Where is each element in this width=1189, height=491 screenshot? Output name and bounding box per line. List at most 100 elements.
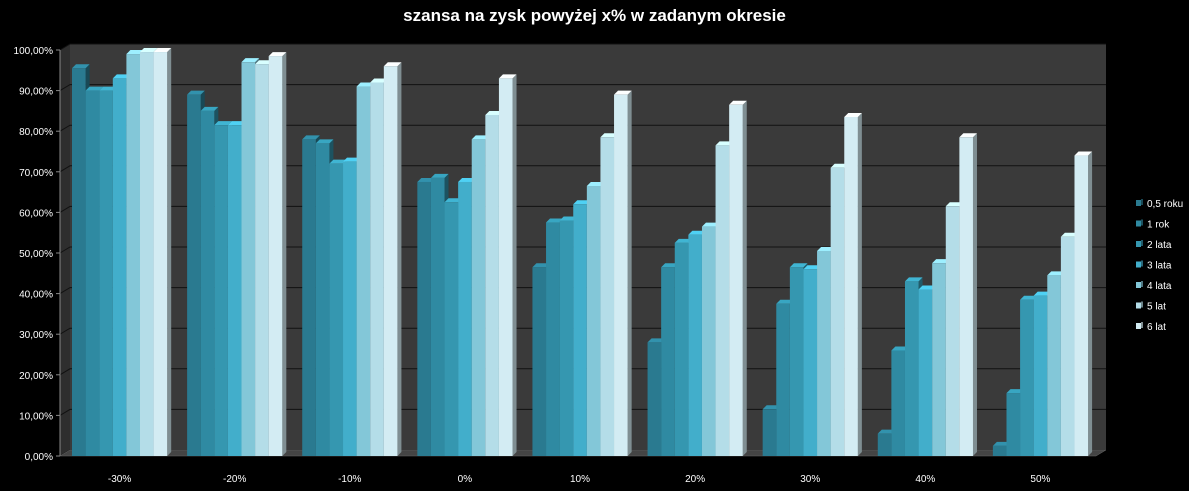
bar-top: [959, 133, 977, 138]
bar-top: [573, 200, 591, 205]
legend-swatch-side: [1141, 260, 1143, 267]
x-tick-label: 50%: [1030, 474, 1050, 485]
gridline: [59, 124, 1106, 132]
chart-gridlines: [59, 43, 1106, 457]
legend-swatch-side: [1141, 322, 1143, 328]
bar-top: [877, 429, 896, 434]
bar-front: [140, 52, 154, 456]
gridline: [59, 246, 1106, 254]
legend-swatch: [1136, 302, 1141, 309]
bar-side: [1088, 151, 1093, 456]
bar-top: [99, 86, 117, 91]
bar-top: [600, 133, 619, 138]
bar-top: [485, 110, 503, 115]
bar-front: [1033, 295, 1048, 456]
legend-swatch-side: [1141, 301, 1143, 308]
legend-label: 0,5 roku: [1147, 199, 1183, 210]
bar-top: [762, 405, 781, 410]
bar-front: [803, 269, 818, 456]
bar-front: [430, 177, 445, 456]
y-tick-label: 20,00%: [19, 371, 53, 382]
legend-label: 4 lata: [1147, 281, 1172, 292]
bar-top: [200, 106, 219, 111]
bar-top: [1033, 291, 1052, 296]
bar-front: [647, 342, 662, 456]
legend-item: 4 lata: [1136, 281, 1172, 292]
chart-bars: [72, 48, 1093, 457]
gridline: [59, 368, 1106, 376]
y-axis-ticks: 0,00% 10,00% 20,00% 30,00% 40,00% 50,00% 60,00…: [14, 46, 61, 463]
bar-top: [817, 246, 835, 251]
bar-front: [200, 110, 215, 457]
legend-swatch: [1136, 282, 1141, 288]
bar-top: [546, 218, 564, 223]
bar-top: [268, 52, 287, 57]
bar-top: [992, 441, 1011, 446]
bar-side: [742, 100, 747, 456]
bar-top: [1047, 271, 1065, 276]
bar-side: [512, 74, 517, 457]
bar-front: [1020, 299, 1034, 456]
bar-top: [112, 74, 131, 79]
bar-top: [1006, 389, 1025, 394]
bar-front: [268, 56, 283, 457]
bar-front: [600, 137, 615, 457]
legend-swatch: [1136, 220, 1141, 227]
legend-item: 3 lata: [1136, 260, 1172, 272]
bar-top: [844, 112, 862, 117]
x-tick-label: 0%: [458, 474, 473, 485]
bar-front: [904, 281, 919, 456]
bar-top: [674, 238, 693, 243]
bar-top: [932, 259, 950, 264]
x-tick-label: -30%: [108, 474, 131, 485]
bar-front: [458, 181, 472, 456]
bar-front: [614, 94, 628, 456]
bar-front: [356, 86, 371, 456]
bar-top: [343, 157, 361, 162]
bar-top: [85, 86, 104, 91]
gridline: [59, 205, 1106, 213]
bar-top: [356, 82, 375, 87]
legend-swatch: [1136, 261, 1141, 268]
x-axis-ticks: -30% -20% -10% 0% 10% 20% 30% 40% 50%: [108, 474, 1051, 485]
bar: [959, 133, 977, 457]
gridline: [59, 327, 1106, 335]
bar-top: [241, 58, 260, 63]
gridline: [59, 84, 1106, 92]
bar-front: [688, 234, 702, 456]
bar-top: [126, 50, 144, 55]
bar-top: [471, 135, 490, 140]
bar-top: [776, 299, 794, 304]
bar-top: [803, 265, 822, 270]
bar-front: [1006, 393, 1021, 456]
bar-front: [586, 186, 601, 456]
bar-front: [891, 350, 905, 456]
bar: [1074, 151, 1093, 456]
legend-label: 6 lat: [1147, 322, 1166, 333]
bar-top: [586, 182, 605, 187]
bar: [383, 62, 402, 457]
bar-top: [701, 222, 720, 227]
bar-top: [383, 62, 402, 67]
bar-top: [729, 100, 747, 105]
legend-swatch-side: [1141, 281, 1143, 287]
gridline: [59, 43, 1106, 51]
x-tick-label: 40%: [915, 474, 935, 485]
bar-top: [532, 263, 551, 268]
bar-top: [214, 121, 232, 126]
bar-top: [945, 202, 964, 207]
y-tick-label: 50,00%: [19, 249, 53, 260]
bar-top: [715, 141, 734, 146]
bar-front: [1060, 236, 1075, 456]
legend-label: 5 lat: [1147, 302, 1166, 313]
legend-label: 3 lata: [1147, 261, 1172, 272]
bar-top: [430, 173, 449, 178]
bar-front: [877, 433, 892, 456]
bar: [844, 112, 862, 457]
legend-swatch-side: [1141, 240, 1143, 246]
bar-front: [762, 409, 777, 456]
bar-front: [255, 64, 269, 457]
bar-top: [614, 90, 632, 95]
bar-top: [559, 216, 578, 221]
